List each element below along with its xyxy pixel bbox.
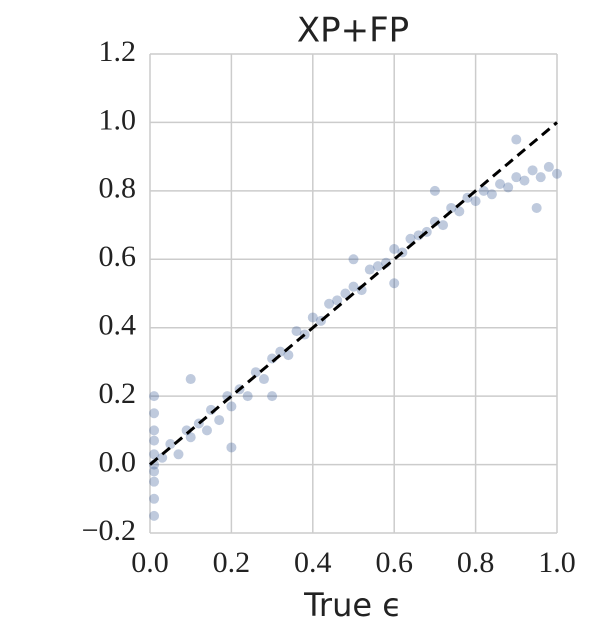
point — [226, 401, 237, 412]
point — [438, 220, 449, 231]
y-tick-label: 1.2 — [99, 35, 137, 68]
y-tick-label: 0.0 — [99, 445, 137, 478]
point — [149, 476, 160, 487]
point — [348, 281, 359, 292]
point — [283, 350, 294, 361]
reference-line — [149, 121, 558, 466]
point — [214, 415, 225, 426]
point — [157, 452, 168, 463]
x-tick-label: 1.0 — [538, 546, 576, 579]
point — [454, 206, 465, 217]
point — [242, 391, 253, 402]
point — [348, 254, 359, 265]
x-tick-label: 0.2 — [213, 546, 251, 579]
point — [389, 244, 400, 255]
x-tick-label: 0.8 — [457, 546, 495, 579]
point — [535, 172, 546, 183]
point — [149, 408, 160, 419]
y-tick-label: 0.4 — [99, 309, 137, 342]
point — [372, 261, 383, 272]
point — [324, 298, 335, 309]
point — [470, 196, 481, 207]
point — [185, 374, 196, 385]
point — [258, 374, 269, 385]
point — [165, 439, 176, 450]
point — [149, 391, 160, 402]
point — [149, 449, 160, 460]
point — [250, 367, 261, 378]
point — [201, 425, 212, 436]
point — [149, 466, 160, 477]
point — [405, 233, 416, 244]
point — [478, 185, 489, 196]
point — [185, 432, 196, 443]
point — [495, 179, 506, 190]
y-tick-label: 0.6 — [99, 240, 137, 273]
y-tick-label: 1.0 — [99, 103, 137, 136]
y-tick-label: −0.2 — [82, 514, 136, 547]
point — [552, 168, 562, 179]
point — [511, 172, 522, 183]
point — [389, 278, 400, 289]
point — [226, 442, 237, 453]
x-tick-label: 0.4 — [294, 546, 332, 579]
y-tick-label: 0.8 — [99, 172, 137, 205]
point — [275, 346, 286, 357]
point — [149, 425, 160, 436]
point — [543, 161, 554, 172]
x-tick-label: 0.6 — [375, 546, 413, 579]
point — [446, 202, 457, 213]
point — [519, 175, 530, 186]
point — [429, 185, 440, 196]
point — [527, 165, 538, 176]
point — [267, 391, 278, 402]
point — [503, 182, 514, 193]
chart-title: XP+FP — [297, 11, 409, 51]
x-axis-label: True ϵ — [303, 586, 402, 624]
point — [149, 493, 160, 504]
point — [149, 510, 160, 521]
point — [486, 189, 497, 200]
point — [149, 435, 160, 446]
point — [291, 326, 302, 337]
point — [173, 449, 184, 460]
point — [332, 295, 343, 306]
point — [307, 312, 318, 323]
x-tick-label: 0.0 — [131, 546, 169, 579]
point — [511, 134, 522, 145]
point — [531, 202, 542, 213]
y-tick-label: 0.2 — [99, 377, 137, 410]
point — [340, 288, 351, 299]
point — [364, 264, 375, 275]
